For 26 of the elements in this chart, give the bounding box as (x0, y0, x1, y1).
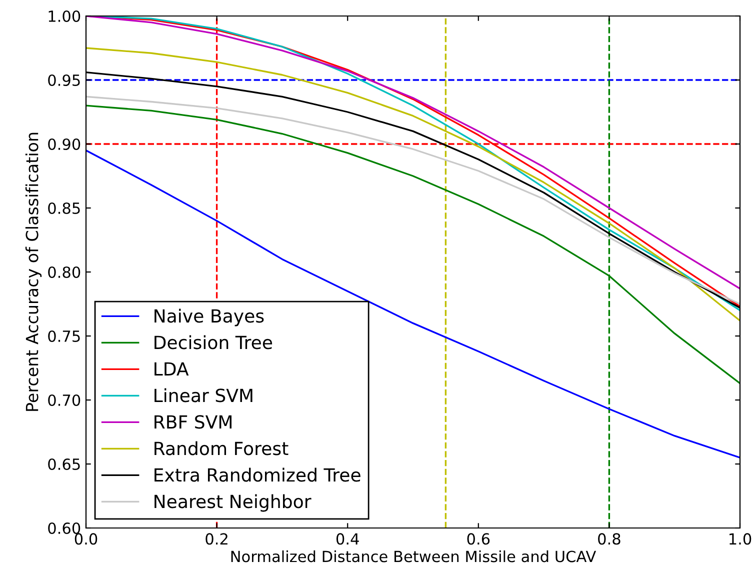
legend-label: Naive Bayes (154, 308, 264, 326)
legend-label: Random Forest (154, 441, 288, 456)
legend-label: Decision Tree (154, 335, 272, 350)
y-tick-label: 0.70 (48, 394, 80, 406)
legend-label: LDA (154, 362, 189, 376)
x-tick-label: 1.0 (730, 533, 752, 545)
x-tick-label: 0.8 (598, 533, 620, 545)
legend-label: Linear SVM (154, 388, 252, 402)
y-tick-label: 0.80 (48, 266, 80, 278)
y-tick-label: 0.75 (48, 330, 80, 342)
x-tick-label: 0.2 (206, 533, 228, 545)
x-tick-label: 0.0 (74, 533, 98, 545)
y-tick-label: 1.00 (48, 10, 80, 22)
x-tick-label: 0.4 (336, 533, 359, 545)
legend-label: Nearest Neighbor (154, 494, 312, 512)
y-axis-title: Percent Accuracy of Classification (25, 132, 42, 411)
y-tick-label: 0.85 (48, 202, 80, 214)
legend-label: Extra Randomized Tree (154, 468, 360, 482)
y-tick-label: 0.95 (48, 74, 80, 86)
y-tick-label: 0.65 (48, 458, 80, 470)
y-tick-label: 0.60 (48, 522, 80, 534)
y-tick-label: 0.90 (48, 138, 80, 150)
x-axis-title: Normalized Distance Between Missile and UCAV (231, 550, 596, 562)
line-series (86, 150, 740, 458)
legend-label: RBF SVM (154, 415, 232, 429)
x-tick-label: 0.6 (467, 533, 490, 545)
